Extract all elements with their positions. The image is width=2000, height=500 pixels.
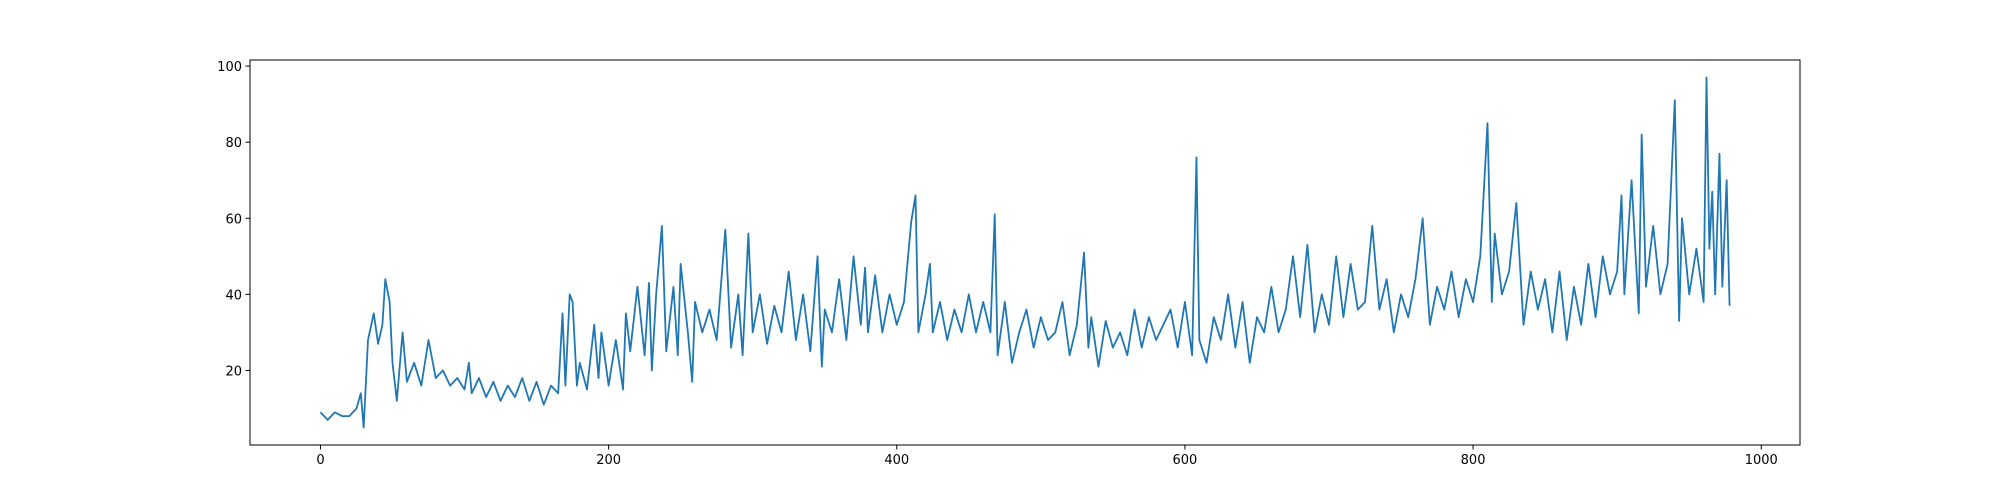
x-tick-label: 200 [596, 453, 621, 468]
data-line [319, 76, 1731, 429]
plot-frame [249, 59, 1801, 446]
x-tick-label: 400 [884, 453, 909, 468]
y-tick-label: 80 [225, 136, 242, 151]
y-tick-label: 60 [225, 212, 242, 227]
x-tick-label: 1000 [1745, 453, 1778, 468]
x-tick-label: 800 [1461, 453, 1486, 468]
y-tick-label: 100 [217, 60, 242, 75]
y-tick-label: 40 [225, 288, 242, 303]
x-tick-label: 600 [1173, 453, 1198, 468]
y-tick-label: 20 [225, 364, 242, 379]
x-tick-label: 0 [316, 453, 324, 468]
